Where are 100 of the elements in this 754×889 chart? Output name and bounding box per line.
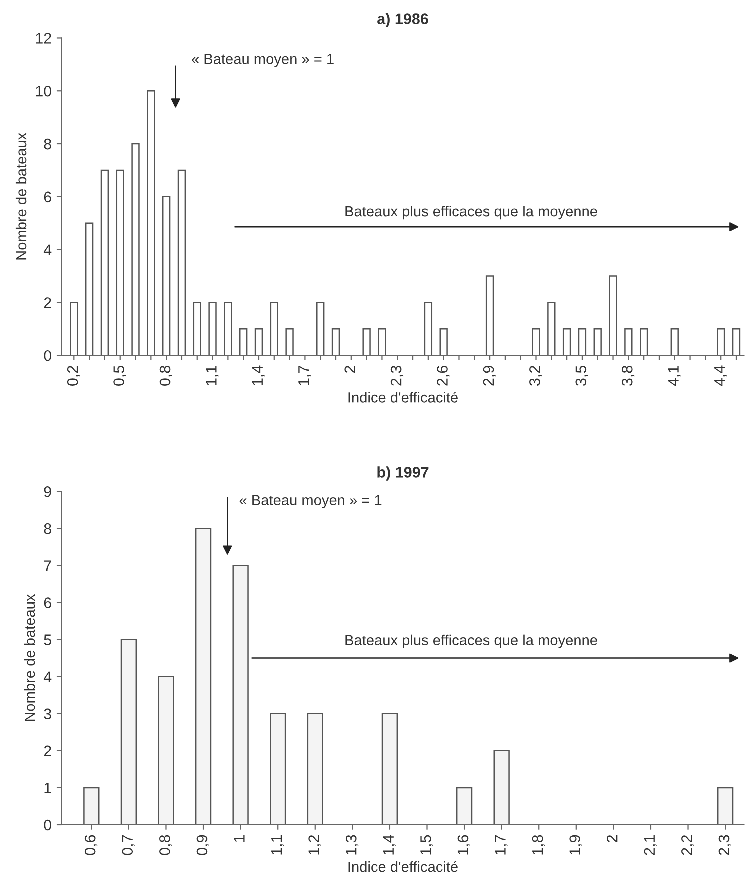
- bar: [195, 528, 212, 825]
- bar: [717, 328, 726, 356]
- y-tick-label: 6: [44, 192, 52, 203]
- annotation: Bateaux plus efficaces que la moyenne: [346, 634, 598, 648]
- x-tick-label: 1,7: [495, 835, 508, 855]
- x-tick-label: 0,8: [160, 835, 172, 856]
- y-tick-label: 0: [44, 350, 52, 362]
- bar: [578, 328, 587, 356]
- bar: [158, 676, 174, 825]
- bar: [178, 170, 186, 356]
- x-tick-label: 1,6: [458, 835, 470, 855]
- bar: [232, 565, 249, 825]
- bar: [270, 713, 286, 825]
- bar: [532, 328, 540, 356]
- y-tick-label: 5: [44, 634, 52, 646]
- bar: [85, 222, 94, 356]
- bar: [120, 639, 138, 825]
- y-tick-label: 8: [44, 138, 52, 150]
- y-tick-label: 2: [44, 298, 52, 308]
- bar: [307, 713, 324, 825]
- y-tick-label: 3: [44, 708, 52, 720]
- bar: [70, 302, 78, 356]
- x-tick-label: 2,3: [718, 835, 732, 856]
- y-tick-label: 6: [44, 598, 52, 608]
- bar: [548, 302, 556, 356]
- y-tick-label: 12: [36, 33, 52, 44]
- x-tick-label: 2,9: [483, 366, 496, 386]
- bar: [254, 328, 264, 356]
- bar: [609, 276, 618, 356]
- bar: [147, 90, 156, 356]
- y-tick-label: 2: [44, 746, 52, 756]
- x-tick-label: 0,2: [67, 366, 80, 386]
- bar: [456, 787, 473, 825]
- x-tick-label: 0,5: [114, 366, 126, 386]
- chart-title: b) 1997: [378, 466, 429, 481]
- y-tick-label: 7: [44, 560, 52, 572]
- bar: [640, 328, 648, 356]
- y-tick-label: 8: [44, 524, 52, 534]
- bar: [382, 713, 398, 825]
- y-tick-label: 1: [44, 782, 52, 794]
- x-tick-label: 1,5: [420, 835, 434, 855]
- bar: [378, 328, 386, 356]
- annotation: « Bateau moyen » = 1: [240, 495, 382, 508]
- bar: [193, 302, 202, 356]
- x-tick-label: 2,2: [682, 835, 694, 856]
- bar: [316, 302, 325, 356]
- x-tick-label: 1,2: [308, 835, 322, 855]
- x-tick-label: 1,7: [298, 366, 312, 386]
- bar: [100, 170, 110, 356]
- x-tick-label: 1,9: [570, 835, 582, 855]
- bar: [239, 328, 248, 356]
- bar: [732, 328, 741, 356]
- x-tick-label: 2,3: [390, 366, 404, 386]
- x-tick-label: 1,4: [383, 835, 396, 855]
- x-tick-label: 1,8: [532, 835, 546, 855]
- y-tick-label: 4: [44, 244, 52, 256]
- bar: [332, 328, 340, 356]
- x-tick-label: 3,2: [530, 366, 542, 386]
- x-axis-title: Indice d'efficacité: [348, 392, 458, 403]
- y-tick-label: 9: [44, 486, 52, 498]
- annotation: « Bateau moyen » = 1: [192, 54, 334, 68]
- bar: [362, 328, 371, 356]
- bar: [494, 750, 510, 825]
- x-tick-label: 1,3: [346, 835, 359, 855]
- x-axis-title: Indice d'efficacité: [348, 861, 458, 872]
- annotation: Bateaux plus efficaces que la moyenne: [346, 206, 598, 220]
- bar: [670, 328, 679, 356]
- y-tick-label: 10: [36, 86, 52, 97]
- bar: [132, 143, 140, 356]
- x-tick-label: 3,8: [622, 366, 635, 386]
- x-tick-label: 2,1: [644, 835, 657, 856]
- y-tick-label: 0: [44, 820, 52, 831]
- x-tick-label: 1: [234, 835, 245, 842]
- x-tick-label: 1,4: [252, 366, 265, 386]
- bar: [84, 787, 100, 825]
- bar: [224, 302, 232, 356]
- x-tick-label: 0,9: [196, 835, 210, 856]
- chart-title: a) 1986: [378, 13, 428, 28]
- bar: [286, 328, 294, 356]
- bar: [717, 787, 734, 825]
- x-tick-label: 2,6: [437, 366, 450, 386]
- bar: [624, 328, 633, 356]
- x-tick-label: 1,1: [272, 835, 284, 855]
- x-tick-label: 4,1: [668, 366, 681, 386]
- x-tick-label: 2: [344, 366, 356, 374]
- x-tick-label: 4,4: [714, 366, 727, 386]
- x-tick-label: 0,7: [122, 835, 135, 856]
- y-tick-label: 4: [44, 672, 52, 682]
- bar: [116, 170, 124, 356]
- bar: [594, 328, 602, 356]
- y-axis-title: Nombre de bateaux: [24, 594, 36, 722]
- bar: [162, 196, 171, 356]
- bar: [486, 276, 494, 356]
- bar: [270, 302, 278, 356]
- x-tick-label: 1,1: [206, 366, 219, 386]
- bar: [440, 328, 448, 356]
- x-tick-label: 0,6: [84, 835, 98, 856]
- bar: [424, 302, 433, 356]
- bar: [208, 302, 217, 356]
- y-axis-title: Nombre de bateaux: [16, 133, 27, 260]
